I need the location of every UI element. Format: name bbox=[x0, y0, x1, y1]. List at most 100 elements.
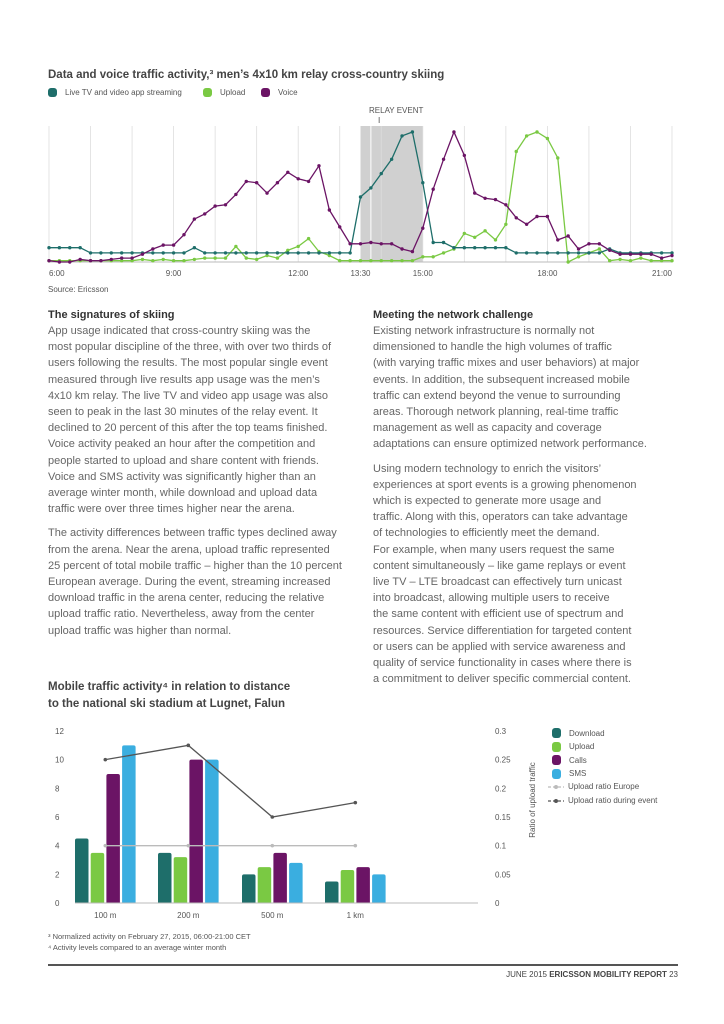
data-point bbox=[234, 192, 238, 197]
legend-item-upload: Upload bbox=[203, 88, 245, 97]
bar-download bbox=[242, 874, 256, 903]
ratio-point bbox=[353, 800, 358, 805]
data-point bbox=[524, 251, 529, 255]
data-point bbox=[140, 257, 145, 262]
text-line: 4x10 km relay. The live TV and video app… bbox=[48, 389, 329, 402]
category-label: 500 m bbox=[261, 911, 284, 920]
bar-download bbox=[325, 881, 339, 903]
data-point bbox=[182, 233, 186, 237]
ratio-point bbox=[353, 843, 358, 848]
data-point bbox=[296, 251, 300, 255]
data-point bbox=[659, 251, 664, 255]
data-point bbox=[410, 249, 415, 254]
data-point bbox=[338, 259, 342, 263]
data-point bbox=[275, 181, 280, 185]
data-point bbox=[389, 259, 394, 263]
title-line: to the national ski stadium at Lugnet, F… bbox=[48, 698, 286, 710]
data-point bbox=[47, 259, 51, 263]
data-point bbox=[431, 187, 435, 191]
data-point bbox=[296, 244, 300, 249]
legend-item-streaming: Live TV and video app streaming bbox=[48, 88, 182, 97]
data-point bbox=[306, 251, 311, 255]
left-column: The signatures of skiing App usage indic… bbox=[48, 307, 378, 647]
data-point bbox=[254, 181, 259, 185]
data-point bbox=[244, 256, 248, 260]
data-point bbox=[296, 177, 300, 181]
page-footer: JUNE 2015 ERICSSON MOBILITY REPORT 23 bbox=[506, 970, 678, 979]
legend-label: Upload bbox=[220, 88, 246, 97]
footnotes: ³ Normalized activity on February 27, 20… bbox=[48, 932, 251, 953]
text-line: Using modern technology to enrich the vi… bbox=[373, 462, 602, 475]
text-line: users following the results. The most po… bbox=[48, 357, 328, 370]
data-point bbox=[130, 256, 134, 260]
legend-item-ratio: Upload ratio Europe bbox=[548, 782, 639, 791]
data-point bbox=[223, 203, 228, 207]
ratio-point bbox=[186, 843, 191, 848]
data-point bbox=[99, 259, 103, 263]
data-point bbox=[400, 134, 404, 138]
data-point bbox=[348, 259, 352, 263]
paragraph: App usage indicated that cross-country s… bbox=[48, 323, 378, 517]
data-point bbox=[286, 170, 290, 174]
x-tick-label: 13:30 bbox=[350, 269, 371, 278]
data-point bbox=[182, 259, 186, 263]
text-line: into broadcast, allowing multiple users … bbox=[373, 592, 610, 605]
bottom-chart-title: Mobile traffic activity⁴ in relation to … bbox=[48, 679, 290, 713]
legend-item-download: Download bbox=[552, 728, 605, 738]
data-point bbox=[161, 243, 165, 247]
bar-upload bbox=[257, 867, 272, 903]
text-line: the same content with efficient use of s… bbox=[373, 608, 624, 621]
legend-swatch bbox=[552, 768, 561, 779]
y2-tick-label: 0.2 bbox=[495, 784, 507, 793]
data-point bbox=[140, 252, 145, 256]
ratio-point bbox=[186, 743, 191, 748]
legend-label: Download bbox=[569, 728, 605, 738]
data-point bbox=[421, 226, 425, 230]
legend-line-icon bbox=[548, 784, 564, 789]
bar-sms bbox=[205, 759, 219, 903]
legend-label: Calls bbox=[569, 755, 587, 765]
footnote: ³ Normalized activity on February 27, 20… bbox=[48, 932, 251, 941]
y2-tick-label: 0.1 bbox=[495, 842, 507, 851]
text-line: most popular discipline of the three, wi… bbox=[48, 341, 332, 354]
data-point bbox=[670, 259, 674, 263]
data-point bbox=[119, 259, 124, 263]
text-line: Existing network infrastructure is norma… bbox=[373, 325, 595, 337]
data-point bbox=[265, 253, 269, 258]
data-point bbox=[410, 130, 415, 134]
data-point bbox=[192, 217, 197, 221]
data-point bbox=[47, 246, 51, 250]
ratio-point bbox=[270, 815, 275, 819]
text-line: declined to 20 percent of this after the… bbox=[48, 422, 328, 435]
data-point bbox=[171, 251, 176, 255]
data-point bbox=[659, 256, 664, 260]
ratio-line-event bbox=[105, 744, 356, 818]
data-point bbox=[369, 259, 373, 263]
x-tick-label: 21:00 bbox=[652, 269, 673, 278]
paragraph: The activity differences between traffic… bbox=[48, 525, 378, 638]
data-point bbox=[597, 247, 602, 251]
data-point bbox=[192, 246, 197, 250]
y-tick-label: 12 bbox=[55, 727, 64, 736]
legend-item-sms: SMS bbox=[552, 768, 586, 779]
top-chart-title: Data and voice traffic activity,³ men’s … bbox=[48, 69, 445, 81]
bar-download bbox=[158, 852, 172, 903]
text-line: a commitment to deliver specific commerc… bbox=[373, 673, 631, 686]
legend-swatch bbox=[552, 755, 561, 765]
data-point bbox=[473, 246, 477, 250]
text-line: seen to peak in the last 30 minutes of t… bbox=[48, 406, 318, 419]
data-point bbox=[203, 256, 207, 260]
data-point bbox=[493, 238, 498, 242]
bar-sms bbox=[289, 862, 303, 903]
data-point bbox=[254, 251, 259, 255]
chart-source: Source: Ericsson bbox=[48, 285, 109, 294]
data-point bbox=[462, 231, 467, 236]
data-point bbox=[130, 251, 134, 255]
x-tick-label: 18:00 bbox=[537, 269, 558, 278]
data-point bbox=[545, 251, 550, 255]
legend-label: Live TV and video app streaming bbox=[65, 88, 182, 97]
y-tick-label: 8 bbox=[55, 784, 60, 793]
data-point bbox=[254, 257, 259, 262]
text-line: traffic. Along with this, operators can … bbox=[373, 511, 628, 524]
data-point bbox=[192, 257, 197, 262]
